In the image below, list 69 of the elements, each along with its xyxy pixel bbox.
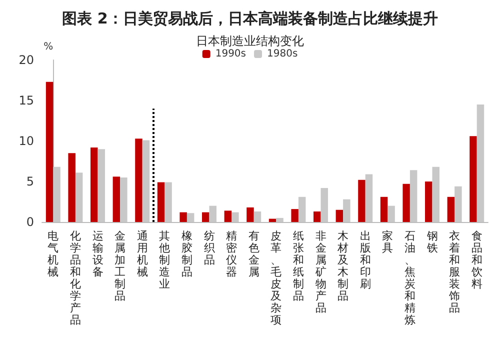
bar [180,212,187,222]
bar [157,182,165,222]
x-tick-label: 有色金属 [248,230,260,278]
x-tick-label: 通用机械 [136,230,148,278]
legend-label: 1990s [215,48,246,60]
x-tick-label: 精密仪器 [226,230,238,278]
x-tick-label: 出版和印刷 [360,230,371,290]
x-tick-label: 衣着和服装饰品 [448,230,460,314]
bar [365,174,373,222]
chart-subtitle: 日本制造业结构变化 [196,34,304,48]
bar [432,166,440,222]
x-tick-label: 石油、焦炭和精炼 [404,230,416,326]
bar [380,196,388,222]
bar [246,207,254,222]
x-tick-label: 纸张和纸制品 [292,230,304,302]
bar [112,176,120,222]
bar [447,196,455,222]
y-axis-title: % [44,42,54,52]
x-tick-label: 化学品和化学产品 [70,230,81,326]
x-tick-label: 纺织品 [204,230,215,266]
x-tick-label: 食品和饮料 [470,230,482,290]
x-tick-label: 非金属矿物产品 [314,230,326,314]
y-tick-label: 20 [18,53,34,67]
bar [164,182,172,222]
y-tick-label: 15 [18,94,34,108]
y-tick-label: 0 [26,215,34,229]
bar [343,199,350,222]
bar [46,82,54,222]
y-tick-label: 5 [26,174,34,188]
x-tick-label: 运输设备 [92,230,104,278]
bar [476,104,484,222]
bar [276,218,284,222]
x-tick-label: 其他制造业 [159,230,170,290]
bar [454,186,462,222]
x-tick-label: 家具 [382,230,394,254]
bar [186,213,194,222]
bar [291,209,298,222]
bar [202,212,210,222]
x-tick-label: 金属加工制品 [114,230,126,302]
bar [425,182,432,222]
bar [314,211,321,222]
bar [120,177,128,222]
x-tick-label: 电气机械 [48,230,59,278]
bar [298,196,306,222]
bar [75,172,83,222]
bar [135,138,142,222]
x-tick-label: 皮革、毛皮及杂项 [270,230,282,326]
bar [232,212,239,222]
bar [53,166,60,222]
bar [470,136,477,222]
chart-title: 图表 2：日美贸易战后，日本高端装备制造占比继续提升 [62,10,438,28]
bar [410,170,418,222]
bar [209,206,216,222]
bar [98,149,105,222]
bar [254,211,262,222]
bar [68,153,76,222]
bar [224,210,232,222]
bar [388,206,395,222]
x-tick-label: 橡胶制品 [181,230,192,278]
bar [142,140,150,222]
legend-label: 1980s [267,48,298,60]
bar [402,184,410,222]
bar [358,180,366,222]
bar [90,147,98,222]
bar [336,210,344,222]
x-tick-label: 钢铁 [426,230,438,254]
y-tick-label: 10 [18,134,34,148]
bar [320,188,328,222]
x-tick-label: 木材及木制品 [336,230,349,302]
